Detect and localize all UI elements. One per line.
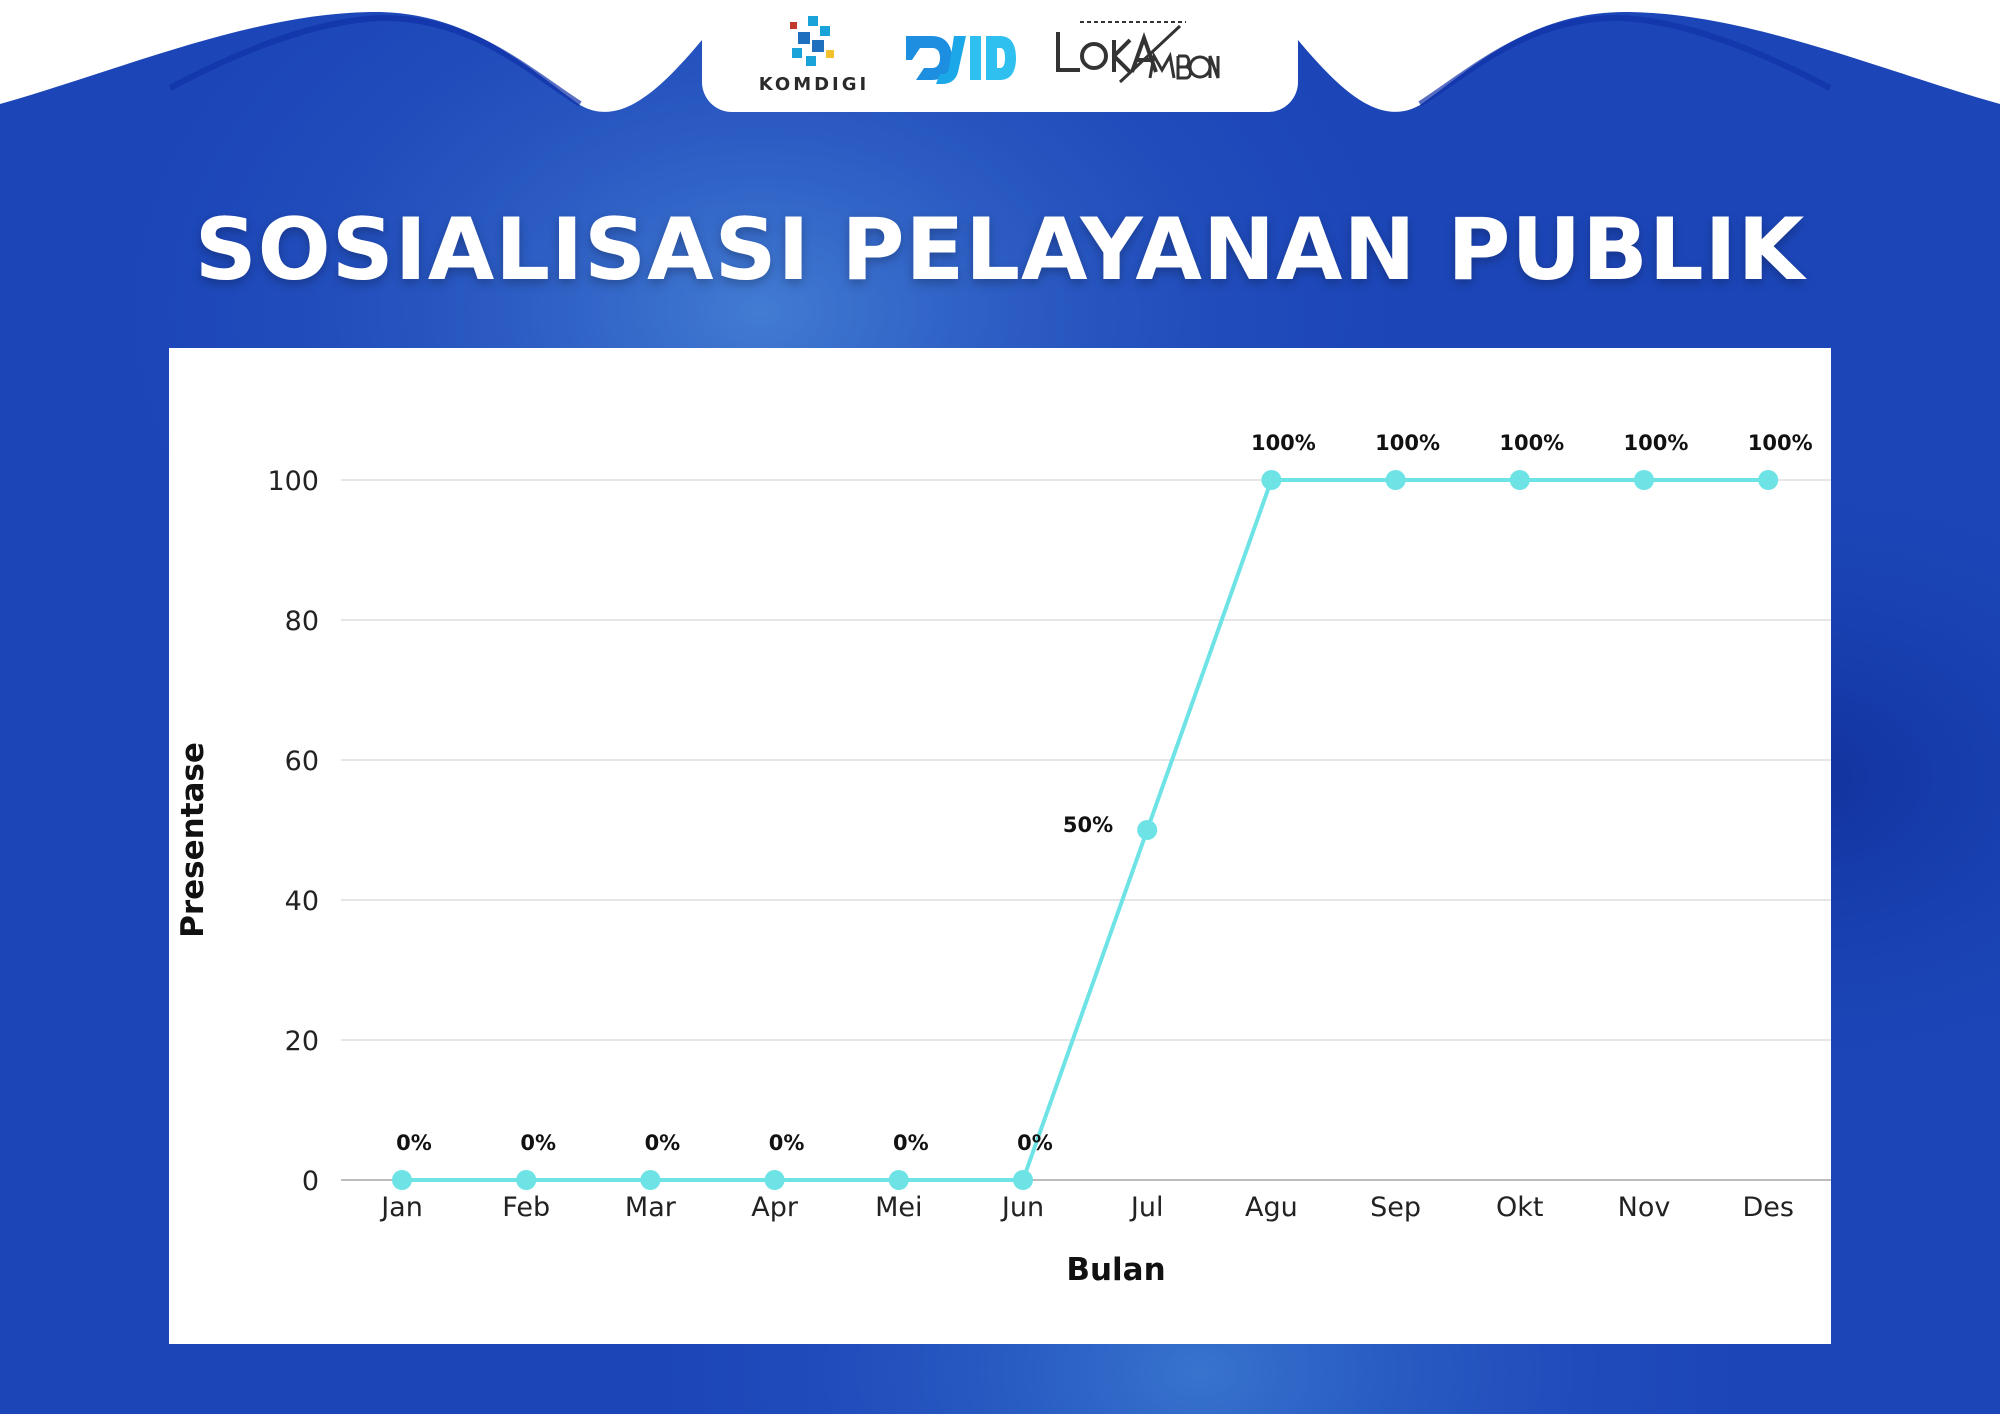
x-tick-label-okt: Okt <box>1496 1192 1543 1223</box>
data-label-mar: 0% <box>645 1131 681 1155</box>
data-point-apr <box>764 1170 785 1190</box>
x-tick-label-jun: Jun <box>1000 1192 1044 1223</box>
data-label-jan: 0% <box>396 1131 432 1155</box>
data-label-sep: 100% <box>1375 431 1440 455</box>
data-label-apr: 0% <box>769 1131 805 1155</box>
x-tick-label-mei: Mei <box>875 1192 922 1223</box>
y-tick-labels: 0 20 40 60 80 100 <box>267 466 319 1197</box>
data-label-feb: 0% <box>520 1131 556 1155</box>
data-label-des: 100% <box>1748 431 1813 455</box>
y-tick-label-0: 0 <box>302 1166 319 1197</box>
series-line <box>402 478 1769 1182</box>
x-tick-label-feb: Feb <box>502 1192 550 1223</box>
data-point-okt <box>1509 470 1530 490</box>
chart-panel: 0 20 40 60 80 100 Jan Feb Mar Apr Mei Jun Jul Agu Sep… <box>169 348 1831 1344</box>
lokambon-logo <box>1056 21 1220 84</box>
y-tick-label-80: 80 <box>285 606 319 637</box>
y-tick-label-100: 100 <box>267 466 319 497</box>
x-tick-labels: Jan Feb Mar Apr Mei Jun Jul Agu Sep Okt Nov Des <box>379 1192 1794 1223</box>
data-label-agu: 100% <box>1251 431 1316 455</box>
data-points <box>392 470 1779 1190</box>
x-tick-label-nov: Nov <box>1618 1192 1671 1223</box>
line-chart: 0 20 40 60 80 100 Jan Feb Mar Apr Mei Jun Jul Agu Sep… <box>175 431 1831 1288</box>
data-label-okt: 100% <box>1499 431 1564 455</box>
data-point-des <box>1758 470 1779 490</box>
data-point-agu <box>1261 470 1282 490</box>
x-tick-label-jan: Jan <box>379 1192 423 1223</box>
komdigi-logo-text: KOMDIGI <box>758 74 870 95</box>
y-axis-title: Presentase <box>175 742 211 938</box>
data-point-mar <box>640 1170 661 1190</box>
data-point-jan <box>392 1170 412 1190</box>
data-label-jun: 0% <box>1017 1131 1053 1155</box>
x-tick-label-apr: Apr <box>751 1192 799 1223</box>
data-label-mei: 0% <box>893 1131 929 1155</box>
komdigi-logo <box>790 16 834 66</box>
data-point-jul <box>1137 820 1158 840</box>
page-title: SOSIALISASI PELAYANAN PUBLIK <box>194 200 1806 300</box>
data-label-nov: 100% <box>1624 431 1689 455</box>
x-tick-label-jul: Jul <box>1129 1192 1164 1223</box>
data-point-feb <box>516 1170 537 1190</box>
x-tick-label-mar: Mar <box>625 1192 677 1223</box>
x-axis-title: Bulan <box>1066 1252 1165 1288</box>
djid-logo <box>906 36 1016 84</box>
data-label-jul: 50% <box>1063 813 1113 837</box>
data-labels: 0% 0% 0% 0% 0% 0% 50% 100% 100% 100% 100% 100% <box>396 431 1812 1155</box>
data-point-mei <box>888 1170 909 1190</box>
y-tick-label-40: 40 <box>285 886 319 917</box>
data-point-jun <box>1013 1170 1033 1190</box>
x-tick-label-sep: Sep <box>1370 1192 1421 1223</box>
series-polyline <box>402 478 1769 1182</box>
x-tick-label-des: Des <box>1742 1192 1793 1223</box>
data-point-sep <box>1385 470 1406 490</box>
x-tick-label-agu: Agu <box>1245 1192 1298 1223</box>
y-tick-label-20: 20 <box>285 1026 319 1057</box>
data-point-nov <box>1634 470 1654 490</box>
y-tick-label-60: 60 <box>285 746 319 777</box>
gridlines <box>341 479 1831 1181</box>
